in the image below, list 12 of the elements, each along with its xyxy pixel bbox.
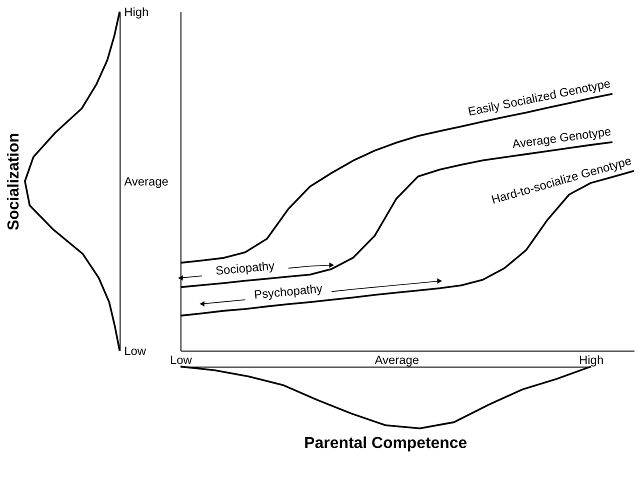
- text: Easily Socialized Genotype: [466, 76, 612, 119]
- y-tick-label: Low: [124, 344, 146, 358]
- y-tick-label: Average: [124, 174, 169, 189]
- y-tick-label: High: [124, 5, 149, 20]
- x-tick-label: Low: [170, 353, 192, 368]
- x-axis-title: Parental Competence: [304, 435, 468, 452]
- y-axis-title: Socialization: [5, 132, 22, 230]
- annotation: Sociopathy: [214, 258, 276, 278]
- text: Average Genotype: [511, 124, 612, 152]
- x-tick-label: Average: [374, 353, 420, 368]
- x-tick-label: High: [579, 353, 604, 368]
- annotation: Psychopathy: [254, 281, 323, 302]
